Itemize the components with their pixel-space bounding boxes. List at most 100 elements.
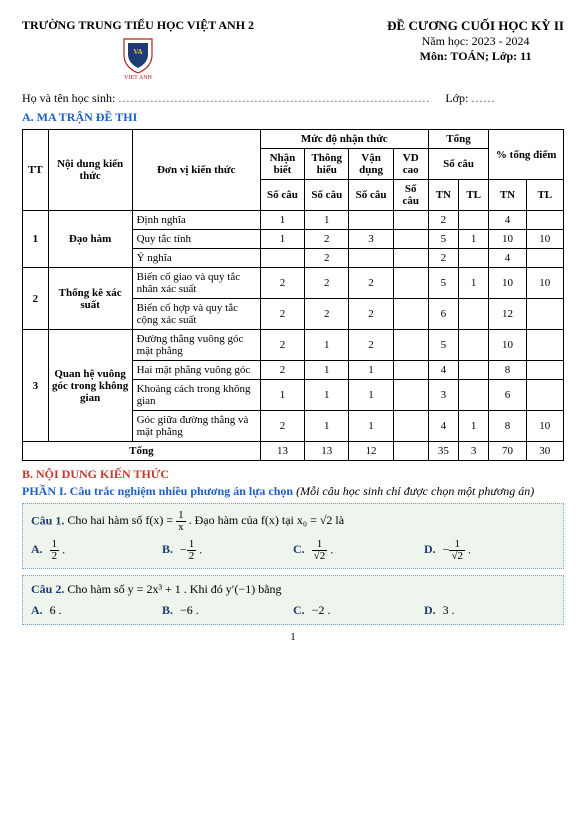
cell <box>393 249 428 268</box>
section-b-title: B. NỘI DUNG KIẾN THỨC <box>22 467 564 482</box>
cell <box>393 230 428 249</box>
cell: 4 <box>489 249 526 268</box>
school-logo: VA <box>122 37 154 75</box>
exam-matrix-table: TT Nội dung kiến thức Đơn vị kiến thức M… <box>22 129 564 461</box>
cell: 2 <box>305 230 349 249</box>
sub-th: Số câu <box>305 180 349 211</box>
cell: 1 <box>260 230 304 249</box>
col-pct: % tổng điểm <box>489 130 564 180</box>
unit-name: Biến cố giao và quy tắc nhân xác suất <box>132 268 260 299</box>
unit-name: Đường thẳng vuông góc mặt phẳng <box>132 330 260 361</box>
question-stem: Cho hai hàm số f(x) = 1x . Đạo hàm của f… <box>67 513 344 527</box>
option: B. −12 . <box>162 539 293 562</box>
cell: 1 <box>349 361 393 380</box>
school-name: TRƯỜNG TRUNG TIỂU HỌC VIỆT ANH 2 <box>22 18 254 33</box>
section-a-title: A. MA TRẬN ĐỀ THI <box>22 110 564 125</box>
total-ptl: 30 <box>526 442 563 461</box>
row-tt: 3 <box>23 330 49 442</box>
question-box: Câu 1. Cho hai hàm số f(x) = 1x . Đạo hà… <box>22 503 564 569</box>
row-nd: Quan hệ vuông góc trong không gian <box>48 330 132 442</box>
cell: 8 <box>489 411 526 442</box>
cell: 10 <box>526 230 563 249</box>
cell: 5 <box>428 268 458 299</box>
sub-nb: Số câu <box>260 180 304 211</box>
row-nd: Thống kê xác suất <box>48 268 132 330</box>
cell: 2 <box>305 249 349 268</box>
cell <box>393 361 428 380</box>
total-vd: 12 <box>349 442 393 461</box>
cell: 1 <box>305 361 349 380</box>
cell: 5 <box>428 230 458 249</box>
cell: 1 <box>349 411 393 442</box>
col-tt: TT <box>23 130 49 211</box>
cell: 2 <box>260 268 304 299</box>
cell: 2 <box>349 268 393 299</box>
total-label: Tổng <box>23 442 261 461</box>
cell <box>459 380 489 411</box>
unit-name: Hai mặt phẳng vuông góc <box>132 361 260 380</box>
cell: 1 <box>459 268 489 299</box>
cell <box>459 361 489 380</box>
col-vdcao: VD cao <box>393 149 428 180</box>
col-donvi: Đơn vị kiến thức <box>132 130 260 211</box>
cell: 2 <box>349 330 393 361</box>
cell: 12 <box>489 299 526 330</box>
option: C. 1√2 . <box>293 539 424 562</box>
cell: 2 <box>260 411 304 442</box>
phan-1-note: (Mỗi câu học sinh chỉ được chọn một phươ… <box>296 484 534 498</box>
name-dots: ........................................… <box>118 91 430 105</box>
unit-name: Ý nghĩa <box>132 249 260 268</box>
cell <box>393 330 428 361</box>
cell: 8 <box>489 361 526 380</box>
cell: 5 <box>428 330 458 361</box>
col-thonghieu: Thông hiểu <box>305 149 349 180</box>
cell <box>526 299 563 330</box>
cell: 2 <box>428 211 458 230</box>
cell <box>526 330 563 361</box>
cell: 10 <box>526 268 563 299</box>
cell: 10 <box>526 411 563 442</box>
unit-name: Quy tắc tính <box>132 230 260 249</box>
header-left: TRƯỜNG TRUNG TIỂU HỌC VIỆT ANH 2 VA VIET… <box>22 18 254 81</box>
option: A. 12 . <box>31 539 162 562</box>
cell <box>526 249 563 268</box>
col-mucdo: Mức độ nhận thức <box>260 130 428 149</box>
student-name-line: Họ và tên học sinh: ....................… <box>22 91 564 106</box>
question-box: Câu 2. Cho hàm số y = 2x³ + 1 . Khi đó y… <box>22 575 564 625</box>
cell: 4 <box>428 361 458 380</box>
cell: 1 <box>305 211 349 230</box>
sub-tn: TN <box>428 180 458 211</box>
phan-1: PHẦN I. Câu trắc nghiệm nhiều phương án … <box>22 484 564 499</box>
question-number: Câu 2. <box>31 582 64 596</box>
cell: 1 <box>305 330 349 361</box>
cell <box>459 330 489 361</box>
cell: 2 <box>260 330 304 361</box>
col-noidung: Nội dung kiến thức <box>48 130 132 211</box>
cell: 1 <box>459 411 489 442</box>
cell <box>526 380 563 411</box>
name-label: Họ và tên học sinh: <box>22 91 115 105</box>
cell <box>349 249 393 268</box>
unit-name: Biến cố hợp và quy tắc cộng xác suất <box>132 299 260 330</box>
cell: 2 <box>349 299 393 330</box>
phan-1-label: PHẦN I. Câu trắc nghiệm nhiều phương án … <box>22 484 296 498</box>
total-ptn: 70 <box>489 442 526 461</box>
cell <box>393 411 428 442</box>
row-tt: 1 <box>23 211 49 268</box>
page-number: 1 <box>22 631 564 643</box>
cell <box>349 211 393 230</box>
svg-text:VA: VA <box>133 48 142 56</box>
cell <box>459 299 489 330</box>
header-right: ĐỀ CƯƠNG CUỐI HỌC KỲ II Năm học: 2023 - … <box>387 18 564 64</box>
cell: 3 <box>349 230 393 249</box>
row-nd: Đạo hàm <box>48 211 132 268</box>
cell: 1 <box>260 211 304 230</box>
total-vdc <box>393 442 428 461</box>
cell: 3 <box>428 380 458 411</box>
sub-tl: TL <box>459 180 489 211</box>
cell <box>260 249 304 268</box>
unit-name: Định nghĩa <box>132 211 260 230</box>
sub-ptn: TN <box>489 180 526 211</box>
school-year: Năm học: 2023 - 2024 <box>387 34 564 49</box>
cell: 10 <box>489 268 526 299</box>
